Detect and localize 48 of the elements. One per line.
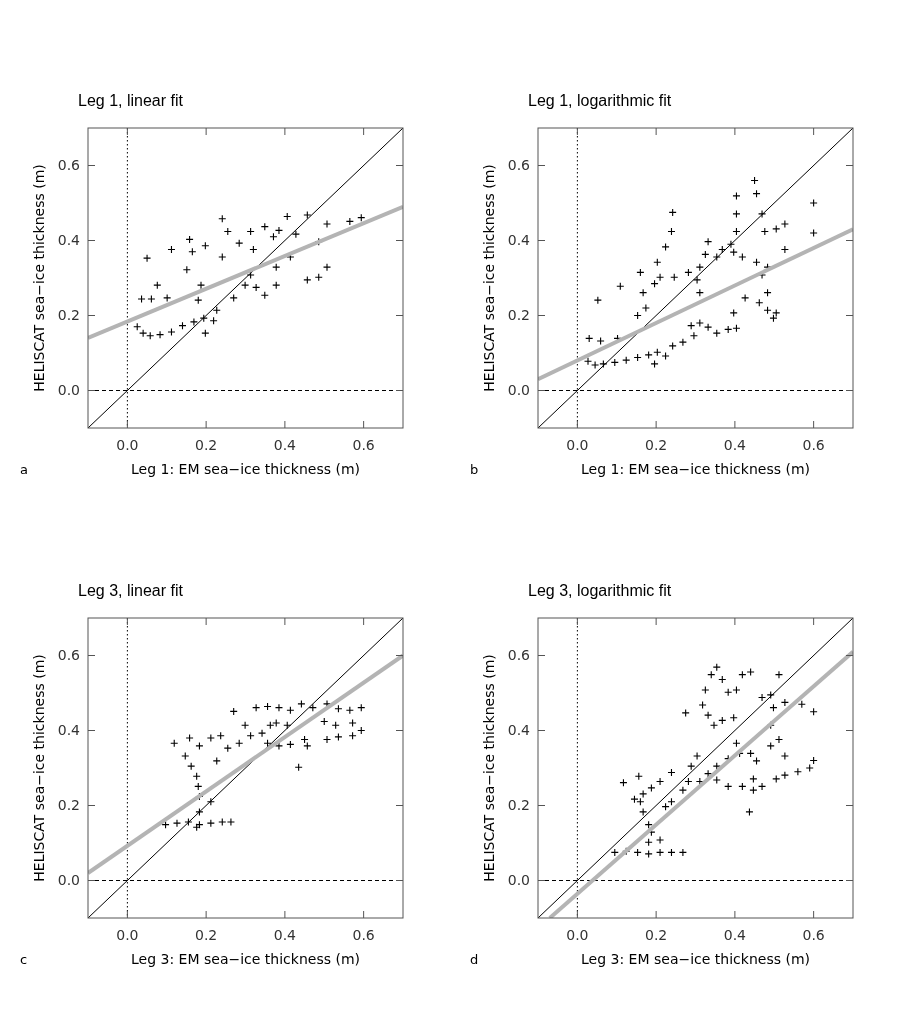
y-axis-title: HELISCAT sea−ice thickness (m) — [481, 164, 497, 392]
x-tick-label: 0.2 — [644, 437, 668, 453]
x-tick-label: 0.0 — [566, 927, 589, 943]
y-tick-label: 0.0 — [507, 872, 530, 889]
y-tick-label: 0.4 — [57, 232, 81, 249]
x-axis-title: Leg 3: EM sea−ice thickness (m) — [581, 951, 810, 967]
x-tick-label: 0.6 — [352, 927, 375, 943]
y-tick-label: 0.4 — [507, 722, 531, 739]
y-tick-label: 0.2 — [57, 797, 80, 814]
x-tick-label: 0.2 — [194, 437, 218, 453]
y-tick-label: 0.0 — [57, 872, 80, 889]
text: a — [20, 462, 28, 477]
chart-title: Leg 1, logarithmic fit — [528, 92, 672, 109]
x-tick-label: 0.0 — [116, 437, 139, 453]
y-tick-label: 0.2 — [507, 797, 530, 814]
y-tick-label: 0.4 — [57, 722, 81, 739]
x-axis-title: Leg 1: EM sea−ice thickness (m) — [581, 461, 810, 477]
text: c — [20, 952, 28, 967]
x-tick-label: 0.0 — [566, 437, 589, 453]
y-tick-label: 0.2 — [57, 307, 80, 324]
y-axis-title: HELISCAT sea−ice thickness (m) — [31, 164, 47, 392]
y-axis-title: HELISCAT sea−ice thickness (m) — [481, 654, 497, 882]
x-tick-label: 0.6 — [802, 437, 825, 453]
chart-title: Leg 3, linear fit — [78, 582, 184, 599]
x-axis-title: Leg 3: EM sea−ice thickness (m) — [131, 951, 360, 967]
y-tick-label: 0.4 — [507, 232, 531, 249]
x-tick-label: 0.6 — [802, 927, 825, 943]
y-tick-label: 0.0 — [57, 382, 80, 399]
chart-title: Leg 3, logarithmic fit — [528, 582, 672, 599]
text: b — [470, 462, 479, 477]
x-tick-label: 0.6 — [352, 437, 375, 453]
chart-title: Leg 1, linear fit — [78, 92, 184, 109]
x-tick-label: 0.4 — [273, 437, 297, 453]
y-tick-label: 0.6 — [57, 157, 81, 174]
text: d — [470, 952, 479, 967]
x-axis-title: Leg 1: EM sea−ice thickness (m) — [131, 461, 360, 477]
y-tick-label: 0.6 — [57, 647, 81, 664]
y-tick-label: 0.6 — [507, 157, 531, 174]
x-tick-label: 0.2 — [194, 927, 218, 943]
y-tick-label: 0.6 — [507, 647, 531, 664]
x-tick-label: 0.4 — [723, 927, 747, 943]
x-tick-label: 0.4 — [273, 927, 297, 943]
y-tick-label: 0.0 — [507, 382, 530, 399]
x-tick-label: 0.4 — [723, 437, 747, 453]
x-tick-label: 0.2 — [644, 927, 668, 943]
y-tick-label: 0.2 — [507, 307, 530, 324]
y-axis-title: HELISCAT sea−ice thickness (m) — [31, 654, 47, 882]
x-tick-label: 0.0 — [116, 927, 139, 943]
